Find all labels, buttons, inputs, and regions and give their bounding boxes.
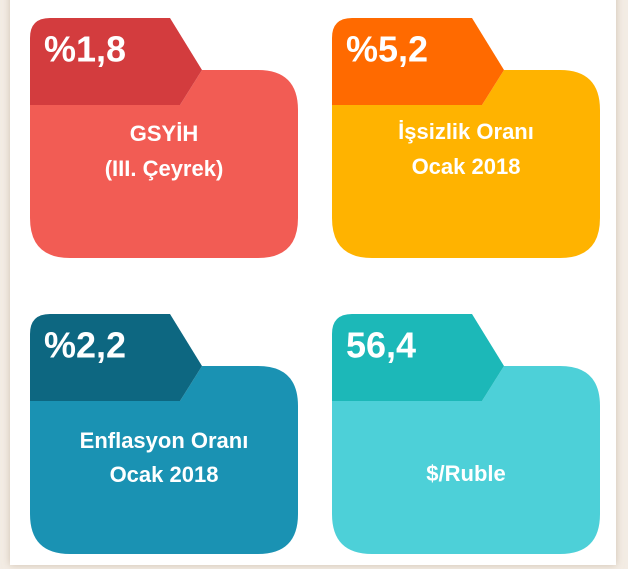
tile-label: Enflasyon Oranı [80, 428, 249, 453]
tile-body [332, 70, 600, 258]
tile-tab [332, 314, 504, 401]
tile: %5,2 İşsizlik Oranı Ocak 2018 [332, 18, 600, 258]
tile-body [30, 70, 298, 258]
tile-label: İşsizlik Oranı [398, 119, 534, 144]
tile-label: $/Ruble [426, 461, 505, 486]
tile: %1,8 GSYİH (III. Çeyrek) [30, 18, 298, 258]
tile-body [30, 366, 298, 554]
tile: 56,4 $/Ruble [332, 314, 600, 554]
tile: %2,2 Enflasyon Oranı Ocak 2018 [30, 314, 298, 554]
tiles: %1,8 GSYİH (III. Çeyrek) %5,2 İşsizlik Oranı… [30, 18, 600, 554]
tile-label: Ocak 2018 [110, 462, 219, 487]
tile-value: 56,4 [346, 325, 416, 366]
tile-tab [332, 18, 504, 105]
tile-label: GSYİH [130, 121, 198, 146]
tile-label: Ocak 2018 [412, 154, 521, 179]
tile-value: %5,2 [346, 29, 428, 70]
tile-label: (III. Çeyrek) [105, 156, 224, 181]
tile-tab [30, 18, 202, 105]
tile-body [332, 366, 600, 554]
tile-value: %1,8 [44, 29, 126, 70]
tile-value: %2,2 [44, 325, 126, 366]
tile-tab [30, 314, 202, 401]
